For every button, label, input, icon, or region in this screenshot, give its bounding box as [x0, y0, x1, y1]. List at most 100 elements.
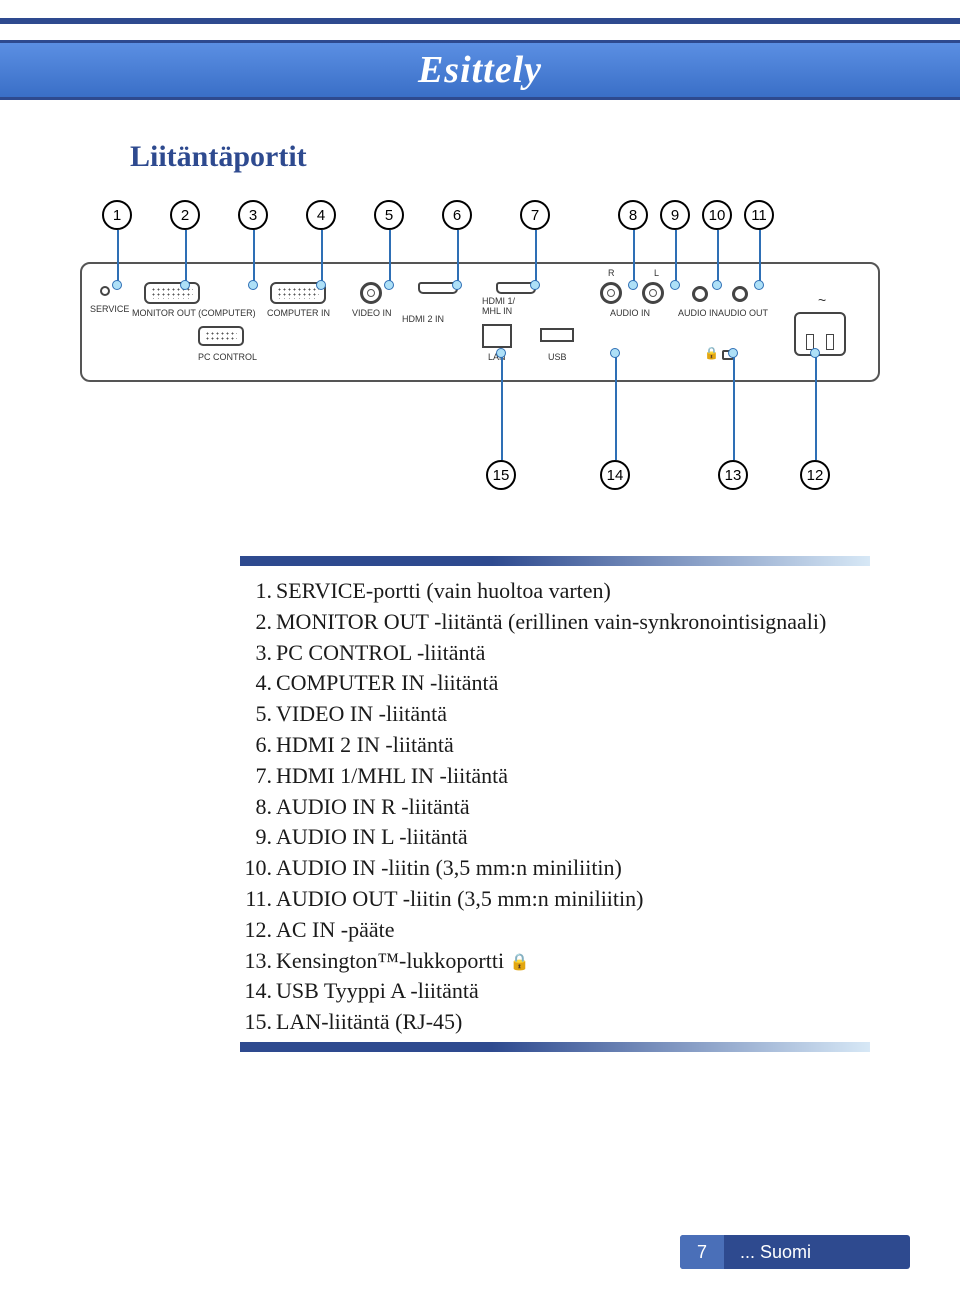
callout-12: 12	[800, 460, 830, 490]
label-pc-control: PC CONTROL	[198, 352, 257, 362]
callout-8: 8	[618, 200, 648, 230]
list-item: VIDEO IN -liitäntä	[242, 699, 862, 730]
monitor-out-port	[144, 282, 200, 304]
callout-10: 10	[702, 200, 732, 230]
gradient-rule-bottom	[240, 1042, 870, 1052]
dot-13	[728, 348, 738, 358]
lead-9	[675, 230, 677, 282]
gradient-rule-top	[240, 556, 870, 566]
lock-icon: 🔒	[510, 953, 530, 970]
callout-11: 11	[744, 200, 774, 230]
usb-port	[540, 328, 574, 342]
ac-in-port	[794, 312, 846, 356]
dot-2	[180, 280, 190, 290]
callout-13: 13	[718, 460, 748, 490]
lead-14	[615, 352, 617, 460]
dot-1	[112, 280, 122, 290]
callout-4: 4	[306, 200, 336, 230]
page-footer: 7 ... Suomi	[680, 1235, 910, 1269]
lead-10	[717, 230, 719, 282]
audio-in-jack	[692, 286, 708, 302]
label-video-in: VIDEO IN	[352, 308, 392, 318]
dot-7	[530, 280, 540, 290]
dot-3	[248, 280, 258, 290]
list-item: AUDIO IN L -liitäntä	[242, 822, 862, 853]
port-list: SERVICE-portti (vain huoltoa varten)MONI…	[242, 576, 862, 1038]
callout-9: 9	[660, 200, 690, 230]
list-item: AUDIO OUT -liitin (3,5 mm:n miniliitin)	[242, 884, 862, 915]
label-computer-in: COMPUTER IN	[267, 308, 330, 318]
callout-15: 15	[486, 460, 516, 490]
dot-9	[670, 280, 680, 290]
dot-6	[452, 280, 462, 290]
dot-5	[384, 280, 394, 290]
label-audio-in-rl: AUDIO IN	[610, 308, 650, 318]
dot-4	[316, 280, 326, 290]
list-item: AC IN -pääte	[242, 915, 862, 946]
lead-13	[733, 352, 735, 460]
lead-2	[185, 230, 187, 282]
header-top-rule	[0, 18, 960, 24]
list-item: AUDIO IN R -liitäntä	[242, 792, 862, 823]
list-item: AUDIO IN -liitin (3,5 mm:n miniliitin)	[242, 853, 862, 884]
list-item: LAN-liitäntä (RJ-45)	[242, 1007, 862, 1038]
callout-1: 1	[102, 200, 132, 230]
page-number: 7	[680, 1235, 724, 1269]
list-item: Kensington™-lukkoportti 🔒	[242, 946, 862, 977]
video-in-port	[360, 282, 382, 304]
dot-8	[628, 280, 638, 290]
list-item: SERVICE-portti (vain huoltoa varten)	[242, 576, 862, 607]
lead-11	[759, 230, 761, 282]
list-item: MONITOR OUT -liitäntä (erillinen vain-sy…	[242, 607, 862, 638]
service-port	[100, 286, 110, 296]
label-hdmi2: HDMI 2 IN	[402, 314, 444, 324]
audio-in-r-port	[600, 282, 622, 304]
callout-6: 6	[442, 200, 472, 230]
header-title-band: Esittely	[0, 40, 960, 100]
callout-5: 5	[374, 200, 404, 230]
pc-control-port	[198, 326, 244, 346]
lead-1	[117, 230, 119, 282]
callout-2: 2	[170, 200, 200, 230]
page-header: Esittely	[0, 0, 960, 120]
callout-row-bottom: 15 14 13 12	[80, 460, 880, 500]
label-audio-in: AUDIO IN	[678, 308, 718, 318]
audio-out-jack	[732, 286, 748, 302]
lock-icon: 🔒	[704, 346, 719, 360]
dot-12	[810, 348, 820, 358]
footer-lang: ... Suomi	[724, 1242, 811, 1263]
label-service: SERVICE	[90, 304, 129, 314]
list-item: HDMI 1/MHL IN -liitäntä	[242, 761, 862, 792]
port-diagram: 1234567891011 SERVICE MONITOR OUT (COMPU…	[80, 200, 880, 510]
section-title: Liitäntäportit	[130, 140, 307, 174]
lead-12	[815, 352, 817, 460]
header-title: Esittely	[418, 48, 542, 92]
lead-15	[501, 352, 503, 460]
label-usb: USB	[548, 352, 567, 362]
callout-3: 3	[238, 200, 268, 230]
lead-5	[389, 230, 391, 282]
callout-14: 14	[600, 460, 630, 490]
lan-port	[482, 324, 512, 348]
list-item: COMPUTER IN -liitäntä	[242, 668, 862, 699]
label-audio-out: AUDIO OUT	[718, 308, 768, 318]
dot-14	[610, 348, 620, 358]
lead-8	[633, 230, 635, 282]
audio-in-l-port	[642, 282, 664, 304]
label-hdmi1: HDMI 1/ MHL IN	[482, 296, 515, 316]
list-item: USB Tyyppi A -liitäntä	[242, 976, 862, 1007]
list-item: PC CONTROL -liitäntä	[242, 638, 862, 669]
list-item: HDMI 2 IN -liitäntä	[242, 730, 862, 761]
dot-11	[754, 280, 764, 290]
dot-15	[496, 348, 506, 358]
lead-3	[253, 230, 255, 282]
dot-10	[712, 280, 722, 290]
lead-4	[321, 230, 323, 282]
callout-7: 7	[520, 200, 550, 230]
label-r: R	[608, 268, 615, 278]
tilde: ~	[818, 292, 826, 308]
lead-7	[535, 230, 537, 282]
lead-6	[457, 230, 459, 282]
label-monitor-out: MONITOR OUT (COMPUTER)	[132, 308, 256, 318]
label-l: L	[654, 268, 659, 278]
